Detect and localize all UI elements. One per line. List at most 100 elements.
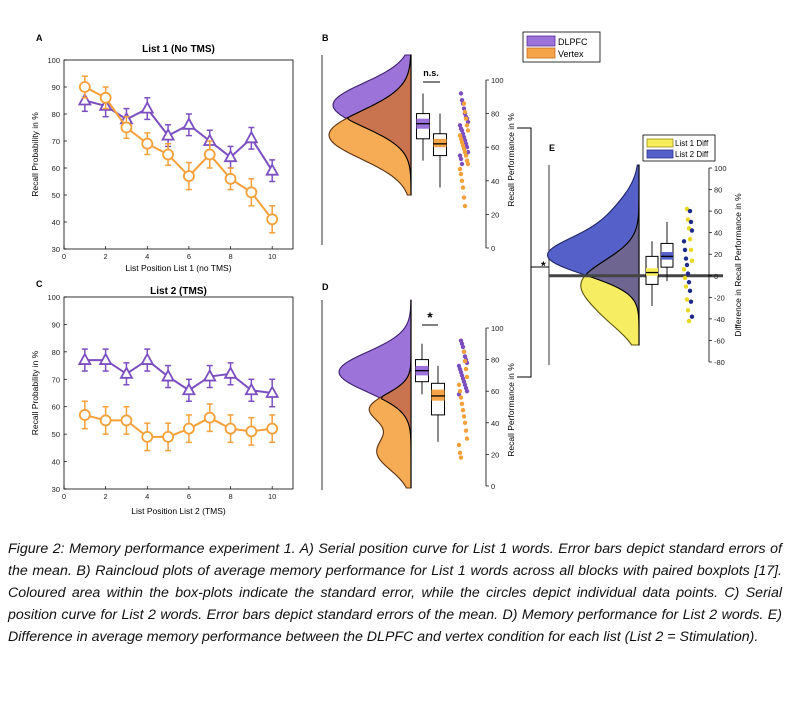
right-axis-tick-label: 100 (491, 76, 504, 85)
panel-label-c: C (36, 279, 43, 289)
panel-e-significance-star: * (541, 259, 546, 273)
legend-swatch-dlpfc (527, 36, 555, 46)
point-vertex (458, 389, 462, 393)
right-axis-tick-label: 0 (714, 272, 718, 281)
legend-label-vertex: Vertex (558, 49, 584, 59)
data-point-vertex (267, 424, 277, 434)
point-list2-diff (684, 256, 688, 260)
point-vertex (457, 383, 461, 387)
right-axis-tick-label: 80 (491, 356, 499, 365)
box-vertex-se-area (434, 139, 447, 147)
x-tick-label: 10 (268, 252, 276, 261)
x-tick-label: 6 (187, 252, 191, 261)
panel-d-raincloud-list2: * 0 20 40 60 80 100 Recall Performance in % (322, 300, 516, 491)
point-vertex (457, 443, 461, 447)
point-vertex (458, 451, 462, 455)
x-tick-label: 2 (104, 252, 108, 261)
point-vertex (465, 123, 469, 127)
series-line-dlpfc (85, 101, 272, 171)
point-list2-diff (682, 239, 686, 243)
x-axis-label: List Position List 1 (no TMS) (125, 263, 231, 273)
right-axis-tick-label: 80 (491, 110, 499, 119)
panel-label-d: D (322, 282, 329, 292)
point-list2-diff (685, 263, 689, 267)
x-tick-label: 4 (145, 492, 149, 501)
data-point-vertex (121, 415, 131, 425)
right-axis-tick-label: -80 (714, 358, 725, 367)
point-vertex (464, 116, 468, 120)
point-vertex (460, 179, 464, 183)
point-vertex (466, 128, 470, 132)
data-point-dlpfc (163, 371, 174, 381)
data-point-vertex (246, 426, 256, 436)
point-vertex (463, 204, 467, 208)
point-list2-diff (688, 209, 692, 213)
y-tick-label: 90 (52, 83, 60, 92)
point-list2-diff (687, 280, 691, 284)
x-tick-label: 8 (228, 252, 232, 261)
point-vertex (465, 436, 469, 440)
data-point-dlpfc (246, 132, 257, 142)
point-list1-diff (689, 248, 693, 252)
box-vertex-se-area (432, 390, 445, 401)
data-point-vertex (184, 424, 194, 434)
y-axis-label: Recall Probability in % (30, 112, 40, 197)
point-list1-diff (688, 237, 692, 241)
legend-swatch-list1-diff (647, 139, 673, 147)
point-vertex (466, 162, 470, 166)
legend-label-list1-diff: List 1 Diff (675, 139, 709, 148)
point-list2-diff (689, 299, 693, 303)
point-list1-diff (682, 267, 686, 271)
point-vertex (462, 414, 466, 418)
y-axis-label: Recall Performance in % (506, 113, 516, 207)
data-point-vertex (205, 413, 215, 423)
right-axis-tick-label: 80 (714, 186, 722, 195)
data-point-vertex (267, 214, 277, 224)
y-tick-label: 50 (52, 191, 60, 200)
right-axis-tick-label: 40 (714, 229, 722, 238)
data-point-dlpfc (183, 384, 194, 394)
data-point-vertex (163, 432, 173, 442)
x-axis-label: List Position List 2 (TMS) (131, 506, 226, 516)
data-point-dlpfc (142, 103, 153, 113)
point-list2-diff (689, 220, 693, 224)
data-point-vertex (163, 150, 173, 160)
point-vertex (464, 367, 468, 371)
panel-c-serial-position-list2: 304050607080901000 2 4 6 8 10List 2 (TMS)List… (30, 286, 293, 516)
data-point-vertex (80, 410, 90, 420)
panel-e-legend: List 1 Diff List 2 Diff (643, 135, 715, 161)
right-axis-tick-label: 100 (714, 164, 727, 173)
point-list2-diff (686, 271, 690, 275)
right-axis-tick-label: 20 (491, 450, 499, 459)
series-line-vertex (85, 87, 272, 219)
right-axis-tick-label: -60 (714, 336, 725, 345)
panel-label-e: E (549, 143, 555, 153)
x-tick-label: 6 (187, 492, 191, 501)
point-list2-diff (690, 228, 694, 232)
data-point-vertex (142, 432, 152, 442)
y-tick-label: 60 (52, 164, 60, 173)
bracket-b-d (517, 128, 531, 377)
point-vertex (461, 185, 465, 189)
y-axis-label: Difference in Recall Performance in % (733, 193, 743, 337)
panel-label-a: A (36, 33, 43, 43)
point-dlpfc (460, 162, 464, 166)
figure-caption: Figure 2: Memory performance experiment … (8, 538, 782, 648)
legend-label-list2-diff: List 2 Diff (675, 150, 709, 159)
point-vertex (461, 408, 465, 412)
point-vertex (464, 429, 468, 433)
point-vertex (462, 350, 466, 354)
right-axis-tick-label: 0 (491, 244, 495, 253)
point-list1-diff (687, 319, 691, 323)
point-dlpfc (461, 345, 465, 349)
data-point-vertex (226, 424, 236, 434)
series-line-vertex (85, 415, 272, 437)
y-tick-label: 80 (52, 348, 60, 357)
point-vertex (463, 110, 467, 114)
x-tick-label: 10 (268, 492, 276, 501)
y-tick-label: 50 (52, 430, 60, 439)
data-point-vertex (101, 93, 111, 103)
right-axis-tick-label: 60 (491, 143, 499, 152)
point-vertex (465, 375, 469, 379)
right-axis-tick-label: 60 (491, 387, 499, 396)
